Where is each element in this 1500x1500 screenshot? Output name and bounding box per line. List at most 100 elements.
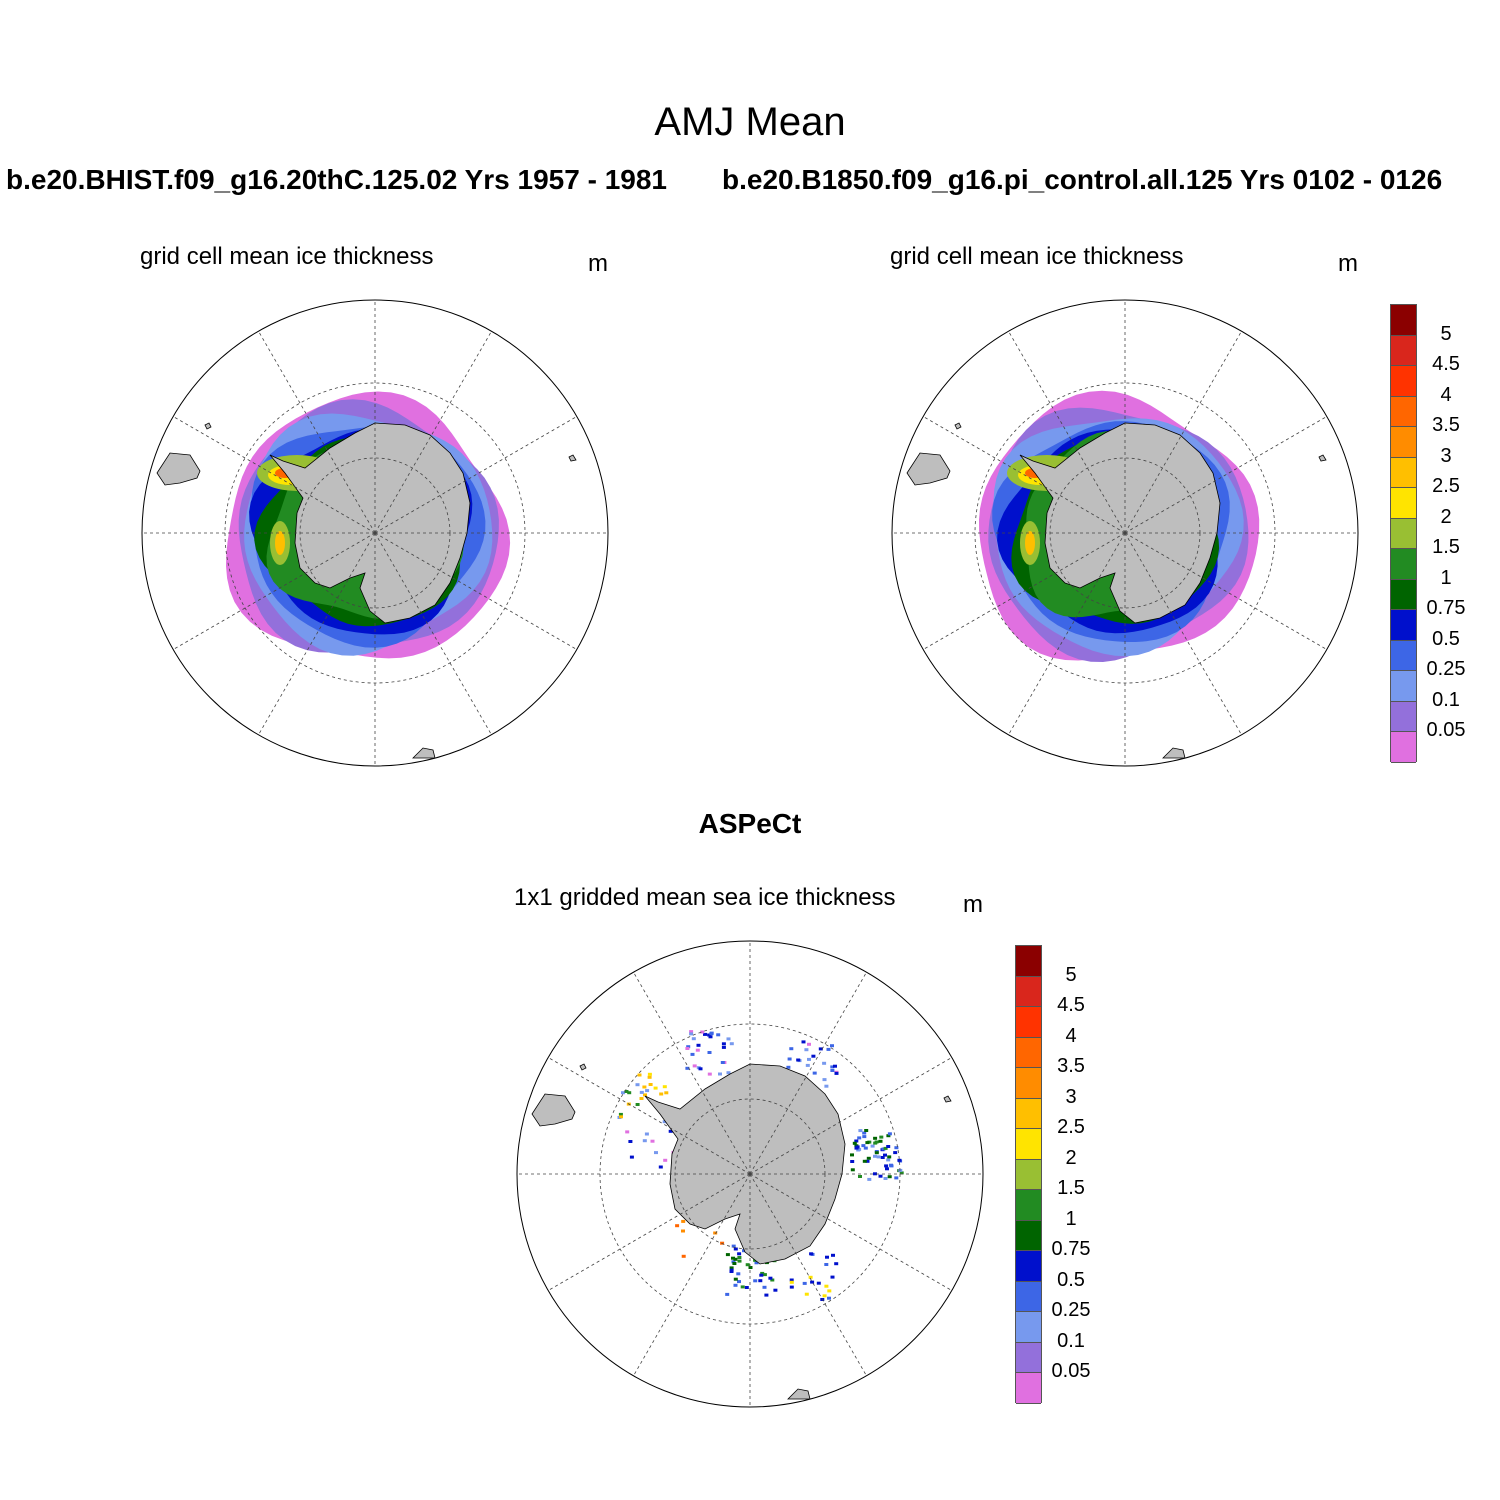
observation-cell bbox=[748, 1266, 753, 1269]
observation-cell bbox=[857, 1136, 862, 1140]
meridian-line bbox=[1124, 532, 1242, 735]
observation-cell bbox=[733, 1257, 738, 1261]
observation-cell bbox=[744, 1286, 749, 1289]
colorbar-swatch bbox=[1016, 1129, 1041, 1160]
colorbar-swatch bbox=[1016, 1159, 1041, 1190]
colorbar-swatch bbox=[1391, 335, 1416, 366]
observation-cell bbox=[789, 1280, 794, 1284]
observation-cell bbox=[770, 1278, 775, 1282]
colorbar-label: 3.5 bbox=[1057, 1055, 1085, 1077]
observation-cell bbox=[894, 1176, 899, 1180]
observation-cell bbox=[663, 1158, 668, 1162]
island bbox=[204, 422, 212, 430]
observation-cell bbox=[737, 1256, 742, 1259]
observation-cell bbox=[729, 1042, 734, 1046]
observation-cell bbox=[887, 1155, 892, 1159]
colorbar-swatch bbox=[1016, 1037, 1041, 1068]
colorbar-label: 0.05 bbox=[1426, 719, 1466, 741]
polar-map-hist bbox=[141, 299, 609, 767]
observation-cell bbox=[647, 1072, 652, 1076]
observation-cell bbox=[885, 1167, 889, 1171]
observation-cell bbox=[873, 1141, 878, 1145]
observation-cell bbox=[762, 1285, 767, 1289]
colorbar-label: 2 bbox=[1440, 505, 1452, 528]
observation-cell bbox=[681, 1219, 686, 1223]
observation-cell bbox=[852, 1141, 857, 1145]
colorbar-label: 4 bbox=[1440, 383, 1452, 406]
observation-cell bbox=[635, 1103, 640, 1106]
observation-cell bbox=[822, 1294, 827, 1298]
colorbar-label: 0.05 bbox=[1051, 1360, 1091, 1382]
colorbar-label: 1.5 bbox=[1057, 1177, 1085, 1199]
observation-cell bbox=[720, 1061, 725, 1064]
observation-cell bbox=[864, 1129, 869, 1132]
observation-cell bbox=[812, 1071, 817, 1075]
observation-cell bbox=[805, 1063, 810, 1067]
latitude-circle bbox=[599, 1023, 901, 1325]
colorbar-swatch bbox=[1391, 305, 1416, 336]
island bbox=[1318, 454, 1327, 462]
observation-cell bbox=[685, 1047, 690, 1050]
observation-cell bbox=[691, 1037, 696, 1041]
observation-cell bbox=[618, 1112, 623, 1116]
observation-cell bbox=[850, 1153, 854, 1157]
observation-cell bbox=[866, 1156, 871, 1160]
observation-cell bbox=[858, 1175, 862, 1178]
observation-cell bbox=[729, 1268, 734, 1272]
observation-cell bbox=[659, 1092, 664, 1096]
observation-cell bbox=[863, 1146, 868, 1150]
panel3-units: m bbox=[963, 891, 983, 918]
observation-cell bbox=[662, 1085, 667, 1089]
observation-cell bbox=[629, 1155, 634, 1159]
observation-cell bbox=[707, 1051, 712, 1054]
meridian-line bbox=[374, 532, 492, 735]
colorbar-swatch bbox=[1391, 549, 1416, 580]
observation-cell bbox=[883, 1177, 888, 1180]
observation-cell bbox=[731, 1244, 736, 1248]
colorbar-swatch bbox=[1016, 1312, 1041, 1343]
meridian-line bbox=[633, 1173, 751, 1376]
observation-cell bbox=[645, 1089, 650, 1093]
observation-cell bbox=[754, 1261, 759, 1265]
observation-cell bbox=[737, 1280, 741, 1284]
observation-cell bbox=[811, 1054, 816, 1058]
observation-cell bbox=[789, 1285, 794, 1289]
polar-map-aspect bbox=[516, 940, 984, 1408]
observation-cell bbox=[867, 1177, 872, 1181]
colorbar-swatch bbox=[1391, 701, 1416, 732]
observation-cell bbox=[879, 1135, 884, 1139]
colorbar-label: 4 bbox=[1065, 1024, 1077, 1047]
new-zealand-landmass bbox=[787, 1388, 811, 1400]
colorbar-swatch bbox=[1391, 396, 1416, 427]
observation-cell bbox=[884, 1164, 889, 1168]
colorbar-swatch bbox=[1391, 732, 1416, 763]
observation-cell bbox=[642, 1139, 647, 1143]
colorbar-label: 0.25 bbox=[1051, 1299, 1091, 1321]
observation-cell bbox=[862, 1135, 867, 1139]
observation-cell bbox=[740, 1285, 745, 1289]
colorbar-swatch bbox=[1391, 671, 1416, 702]
observation-cell bbox=[827, 1289, 832, 1293]
panel2-subtitle: grid cell mean ice thickness bbox=[890, 243, 1184, 270]
island bbox=[568, 454, 577, 462]
colorbar-swatch bbox=[1391, 610, 1416, 641]
run-label-left: b.e20.BHIST.f09_g16.20thC.125.02 Yrs 195… bbox=[6, 164, 667, 195]
observation-cell bbox=[725, 1253, 730, 1257]
colorbar-label: 3 bbox=[1065, 1085, 1077, 1108]
observation-cell bbox=[899, 1171, 904, 1175]
observation-cell bbox=[639, 1097, 644, 1100]
observation-cell bbox=[758, 1279, 763, 1283]
observation-cell bbox=[619, 1115, 623, 1119]
observation-cell bbox=[887, 1175, 892, 1179]
observation-cell bbox=[873, 1172, 877, 1176]
observation-cell bbox=[628, 1140, 633, 1143]
observation-cell bbox=[662, 1120, 667, 1124]
colorbar-label: 0.75 bbox=[1051, 1238, 1091, 1260]
colorbar-label: 1 bbox=[1065, 1207, 1077, 1230]
observation-cell bbox=[804, 1048, 809, 1052]
colorbar-label: 2.5 bbox=[1432, 475, 1460, 497]
observation-cell bbox=[834, 1071, 839, 1075]
colorbar-label: 4.5 bbox=[1057, 994, 1085, 1016]
observation-cell bbox=[760, 1271, 765, 1275]
observation-cell bbox=[726, 1071, 731, 1075]
